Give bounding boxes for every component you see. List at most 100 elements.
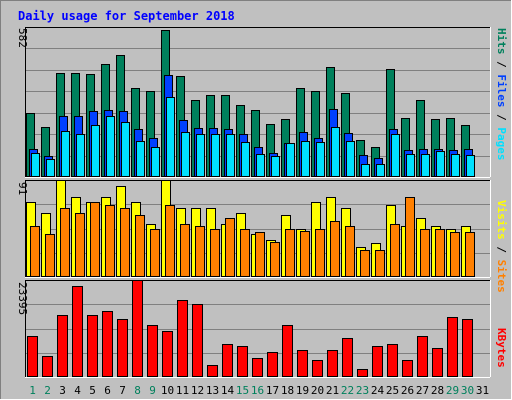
- kbytes-bar: [87, 315, 98, 377]
- kbytes-bar: [27, 336, 38, 377]
- kbytes-bar: [177, 300, 188, 377]
- ymax-label-visits: 91: [16, 182, 29, 195]
- kbytes-bar: [57, 315, 68, 377]
- kbytes-bar: [342, 338, 353, 377]
- kbytes-bar: [72, 286, 83, 377]
- pages-bar: [166, 97, 175, 177]
- pages-bar: [196, 134, 205, 177]
- x-tick-label: 6: [104, 384, 111, 397]
- sites-bar: [195, 226, 205, 277]
- kbytes-bar: [192, 304, 203, 377]
- kbytes-bar: [297, 350, 308, 377]
- x-tick-label: 18: [281, 384, 294, 397]
- sites-bar: [300, 231, 310, 277]
- pages-bar: [181, 132, 190, 177]
- x-tick-label: 2: [44, 384, 51, 397]
- x-tick-label: 9: [149, 384, 156, 397]
- pages-bar: [256, 154, 265, 177]
- kbytes-bar: [462, 319, 473, 377]
- pages-bar: [31, 153, 40, 177]
- sites-bar: [210, 229, 220, 277]
- sites-bar: [150, 229, 160, 277]
- sites-bar: [120, 208, 130, 277]
- pages-bar: [151, 147, 160, 177]
- legend-files: Files: [495, 74, 508, 107]
- x-tick-label: 1: [29, 384, 36, 397]
- kbytes-bar: [252, 358, 263, 377]
- pages-bar: [346, 141, 355, 177]
- x-tick-label: 28: [431, 384, 444, 397]
- kbytes-bar: [102, 311, 113, 377]
- x-tick-label: 3: [59, 384, 66, 397]
- x-tick-label: 20: [311, 384, 324, 397]
- pages-bar: [316, 142, 325, 177]
- x-tick-label: 23: [356, 384, 369, 397]
- pages-bar: [136, 141, 145, 177]
- kbytes-bar: [447, 317, 458, 377]
- pages-bar: [76, 134, 85, 177]
- pages-bar: [286, 143, 295, 177]
- kbytes-bar: [387, 344, 398, 377]
- kbytes-bar: [222, 344, 233, 377]
- x-tick-label: 30: [461, 384, 474, 397]
- sites-bar: [30, 226, 40, 277]
- kbytes-bar: [432, 348, 443, 377]
- x-tick-label: 13: [206, 384, 219, 397]
- legend-sep-2: /: [495, 108, 508, 128]
- kbytes-bar: [237, 346, 248, 377]
- legend-sep-3: /: [495, 240, 508, 260]
- sites-bar: [105, 205, 115, 277]
- legend-pages: Pages: [495, 127, 508, 160]
- panel-visits-sites: [25, 180, 491, 278]
- sites-bar: [180, 224, 190, 277]
- kbytes-bar: [162, 331, 173, 377]
- sites-bar: [75, 213, 85, 277]
- x-tick-label: 5: [89, 384, 96, 397]
- x-tick-label: 8: [134, 384, 141, 397]
- pages-bar: [361, 164, 370, 177]
- sites-bar: [360, 250, 370, 277]
- kbytes-bar: [147, 325, 158, 377]
- panel-kbytes: [25, 280, 491, 378]
- sites-bar: [240, 229, 250, 277]
- legend-bottom: KBytes: [495, 328, 508, 368]
- pages-bar: [391, 134, 400, 177]
- legend-top: Hits / Files / Pages: [495, 28, 508, 161]
- pages-bar: [301, 141, 310, 177]
- kbytes-bar: [132, 280, 143, 377]
- sites-bar: [255, 232, 265, 277]
- sites-bar: [435, 229, 445, 277]
- sites-bar: [390, 224, 400, 277]
- kbytes-bar: [312, 360, 323, 377]
- pages-bar: [61, 131, 70, 177]
- kbytes-bar: [357, 369, 368, 377]
- pages-bar: [436, 151, 445, 177]
- x-tick-label: 26: [401, 384, 414, 397]
- sites-bar: [285, 229, 295, 277]
- legend-sites: Sites: [495, 260, 508, 293]
- kbytes-bar: [327, 350, 338, 377]
- sites-bar: [60, 208, 70, 277]
- pages-bar: [211, 134, 220, 177]
- kbytes-bar: [402, 360, 413, 377]
- kbytes-bar: [117, 319, 128, 377]
- sites-bar: [90, 202, 100, 277]
- x-tick-label: 11: [176, 384, 189, 397]
- panel-hits-files-pages: [25, 27, 491, 178]
- sites-bar: [345, 226, 355, 277]
- ymax-label-kbytes: 23395: [16, 282, 29, 315]
- x-tick-label: 4: [74, 384, 81, 397]
- x-tick-label: 27: [416, 384, 429, 397]
- kbytes-bar: [417, 336, 428, 377]
- pages-bar: [121, 122, 130, 177]
- pages-bar: [376, 164, 385, 177]
- x-tick-label: 21: [326, 384, 339, 397]
- sites-bar: [465, 232, 475, 277]
- legend-visits: Visits: [495, 200, 508, 240]
- chart-title: Daily usage for September 2018: [18, 9, 235, 23]
- sites-bar: [330, 221, 340, 277]
- x-tick-label: 31: [476, 384, 489, 397]
- sites-bar: [450, 232, 460, 277]
- sites-bar: [375, 250, 385, 277]
- sites-bar: [270, 242, 280, 277]
